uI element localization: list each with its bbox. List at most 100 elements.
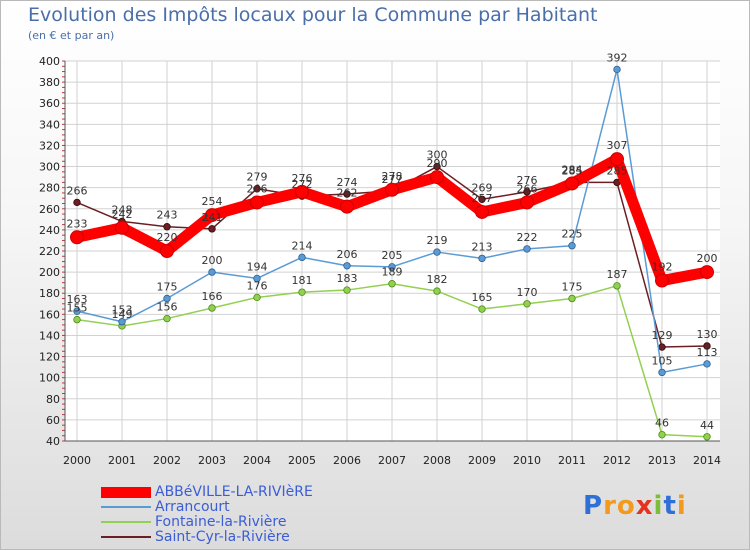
data-point-saint-cyr (73, 198, 81, 207)
data-point-fontaine (658, 430, 666, 439)
data-label-fontaine: 44 (700, 419, 714, 432)
data-label-abbeville: 284 (562, 163, 583, 176)
data-label-saint-cyr: 277 (382, 173, 403, 186)
data-point-arrancourt (73, 307, 81, 315)
y-tick-label: 100 (39, 372, 60, 385)
data-label-arrancourt: 105 (652, 354, 673, 367)
data-label-arrancourt: 206 (337, 248, 358, 261)
logo-letter: o (616, 491, 636, 521)
legend-label-fontaine: Fontaine-la-Rivière (155, 514, 287, 530)
data-label-abbeville: 233 (67, 217, 88, 230)
y-tick-label: 380 (39, 76, 60, 89)
chart-subtitle: (en € et par an) (28, 29, 115, 42)
logo-letter: x (635, 491, 654, 521)
x-tick-label: 2013 (648, 454, 676, 467)
data-label-fontaine: 46 (655, 417, 669, 430)
data-label-abbeville: 290 (427, 157, 448, 170)
legend-swatch-abbeville (101, 486, 151, 498)
data-point-saint-cyr (163, 223, 171, 231)
data-point-abbeville (385, 182, 399, 197)
data-point-abbeville (205, 208, 219, 223)
data-label-abbeville: 200 (697, 252, 718, 265)
data-point-abbeville (430, 170, 444, 185)
data-point-saint-cyr (478, 195, 486, 203)
y-tick-label: 180 (39, 287, 60, 300)
x-tick-label: 2012 (603, 454, 631, 467)
data-label-abbeville: 266 (247, 182, 268, 195)
x-tick-label: 2009 (468, 454, 496, 467)
data-label-saint-cyr: 241 (202, 211, 223, 224)
data-point-arrancourt (433, 248, 441, 256)
y-tick-label: 200 (39, 266, 60, 279)
data-label-arrancourt: 225 (562, 228, 583, 241)
data-label-arrancourt: 163 (67, 293, 88, 306)
data-label-abbeville: 276 (292, 172, 313, 185)
data-point-saint-cyr (658, 343, 666, 351)
data-point-saint-cyr (343, 190, 351, 198)
data-point-fontaine (73, 315, 81, 324)
data-label-saint-cyr: 285 (607, 164, 628, 177)
y-tick-label: 260 (39, 203, 60, 216)
data-point-fontaine (478, 305, 486, 313)
data-point-fontaine (703, 433, 711, 441)
data-label-fontaine: 166 (202, 290, 223, 303)
data-label-arrancourt: 113 (697, 346, 718, 359)
data-point-arrancourt (298, 253, 306, 262)
data-point-abbeville (475, 204, 489, 219)
x-tick-label: 2008 (423, 454, 451, 467)
data-label-abbeville: 257 (472, 192, 493, 205)
data-point-saint-cyr (703, 342, 711, 350)
proxiti-logo: Proxiti (583, 491, 687, 521)
data-point-saint-cyr (253, 185, 261, 193)
data-label-abbeville: 220 (157, 231, 178, 244)
data-label-fontaine: 182 (427, 273, 448, 286)
data-point-fontaine (253, 293, 261, 302)
data-label-abbeville: 307 (607, 139, 628, 152)
data-label-fontaine: 189 (382, 266, 403, 279)
data-point-arrancourt (208, 268, 216, 276)
data-point-arrancourt (118, 318, 126, 326)
data-label-saint-cyr: 276 (517, 174, 538, 187)
data-point-abbeville (115, 220, 129, 235)
x-tick-label: 2014 (693, 454, 721, 467)
data-label-abbeville: 192 (652, 261, 673, 274)
data-point-arrancourt (343, 262, 351, 270)
legend-swatch-fontaine (101, 521, 151, 523)
data-label-fontaine: 170 (517, 286, 538, 299)
x-tick-label: 2000 (63, 454, 91, 467)
data-label-abbeville: 262 (337, 187, 358, 200)
data-point-arrancourt (523, 245, 531, 253)
x-tick-label: 2006 (333, 454, 361, 467)
data-label-fontaine: 149 (112, 308, 133, 321)
y-tick-label: 300 (39, 161, 60, 174)
logo-letter: P (583, 491, 604, 521)
data-point-fontaine (298, 288, 306, 296)
y-tick-label: 400 (39, 55, 60, 68)
data-point-fontaine (523, 300, 531, 308)
x-tick-label: 2005 (288, 454, 316, 467)
y-tick-label: 120 (39, 351, 60, 364)
data-label-abbeville: 242 (112, 208, 133, 221)
data-point-fontaine (388, 280, 396, 288)
data-label-abbeville: 254 (202, 195, 223, 208)
x-tick-label: 2004 (243, 454, 271, 467)
data-label-arrancourt: 214 (292, 239, 313, 252)
data-point-saint-cyr (208, 225, 216, 233)
legend-label-saint-cyr: Saint-Cyr-la-Rivière (155, 529, 290, 545)
data-point-arrancourt (658, 368, 666, 377)
data-point-fontaine (163, 314, 171, 323)
y-tick-label: 320 (39, 139, 60, 152)
data-label-fontaine: 181 (292, 274, 313, 287)
x-tick-label: 2002 (153, 454, 181, 467)
data-point-abbeville (160, 244, 174, 258)
y-tick-label: 160 (39, 308, 60, 321)
data-point-fontaine (343, 286, 351, 294)
data-point-saint-cyr (523, 188, 531, 196)
data-label-saint-cyr: 272 (292, 178, 313, 191)
data-label-fontaine: 155 (67, 302, 88, 315)
data-point-abbeville (295, 184, 309, 199)
data-point-abbeville (520, 195, 534, 210)
data-point-arrancourt (703, 360, 711, 368)
y-tick-label: 60 (46, 414, 60, 427)
data-label-arrancourt: 222 (517, 231, 538, 244)
